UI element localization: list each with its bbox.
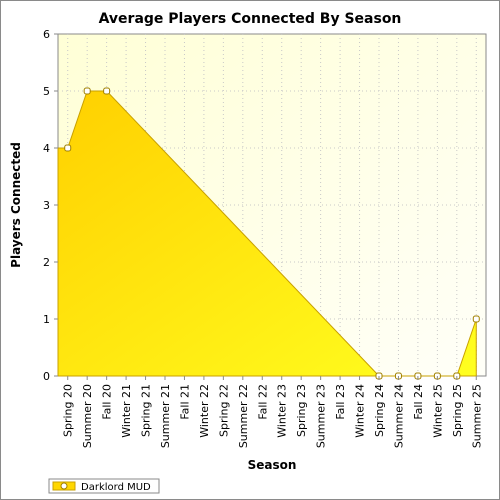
x-tick-label: Summer 25 [470, 384, 483, 448]
data-point [83, 87, 91, 95]
x-tick-label: Spring 21 [140, 384, 153, 437]
y-axis-ticks: 0 1 2 3 4 5 6 [43, 28, 58, 383]
y-tick-label: 4 [43, 142, 50, 155]
x-tick-label: Winter 25 [431, 384, 444, 438]
x-tick-label: Summer 21 [159, 384, 172, 448]
data-point [103, 87, 111, 95]
x-tick-label: Fall 23 [334, 384, 347, 420]
x-tick-label: Spring 23 [295, 384, 308, 437]
chart-title: Average Players Connected By Season [99, 11, 402, 27]
data-point [472, 315, 480, 323]
x-axis-label: Season [248, 458, 297, 472]
x-tick-label: Spring 20 [62, 384, 75, 437]
x-tick-label: Summer 20 [81, 384, 94, 448]
x-tick-label: Summer 22 [237, 384, 250, 448]
x-tick-label: Winter 22 [198, 384, 211, 438]
legend: Darklord MUD [48, 478, 160, 494]
y-tick-label: 3 [43, 199, 50, 212]
data-points [64, 87, 480, 380]
x-tick-label: Fall 22 [256, 384, 269, 420]
x-tick-label: Spring 25 [451, 384, 464, 437]
x-tick-label: Winter 21 [120, 384, 133, 438]
y-axis-label: Players Connected [9, 142, 23, 268]
x-axis-ticks: Spring 20 Summer 20 Fall 20 Winter 21 Spring… [62, 376, 483, 448]
x-tick-label: Fall 24 [412, 384, 425, 420]
legend-box [48, 478, 160, 494]
x-tick-label: Winter 23 [276, 384, 289, 438]
y-tick-label: 2 [43, 256, 50, 269]
x-tick-label: Spring 22 [217, 384, 230, 437]
y-tick-label: 0 [43, 370, 50, 383]
y-tick-label: 5 [43, 85, 50, 98]
x-tick-label: Fall 21 [178, 384, 191, 420]
legend-entry-label: Darklord MUD [81, 482, 151, 493]
x-tick-label: Fall 20 [101, 384, 114, 420]
legend-marker [60, 482, 68, 490]
x-tick-label: Winter 24 [354, 384, 367, 438]
x-tick-label: Summer 23 [315, 384, 328, 448]
x-tick-label: Summer 24 [392, 384, 405, 448]
x-tick-label: Spring 24 [373, 384, 386, 437]
data-point [64, 144, 72, 152]
y-tick-label: 1 [43, 313, 50, 326]
y-tick-label: 6 [43, 28, 50, 41]
